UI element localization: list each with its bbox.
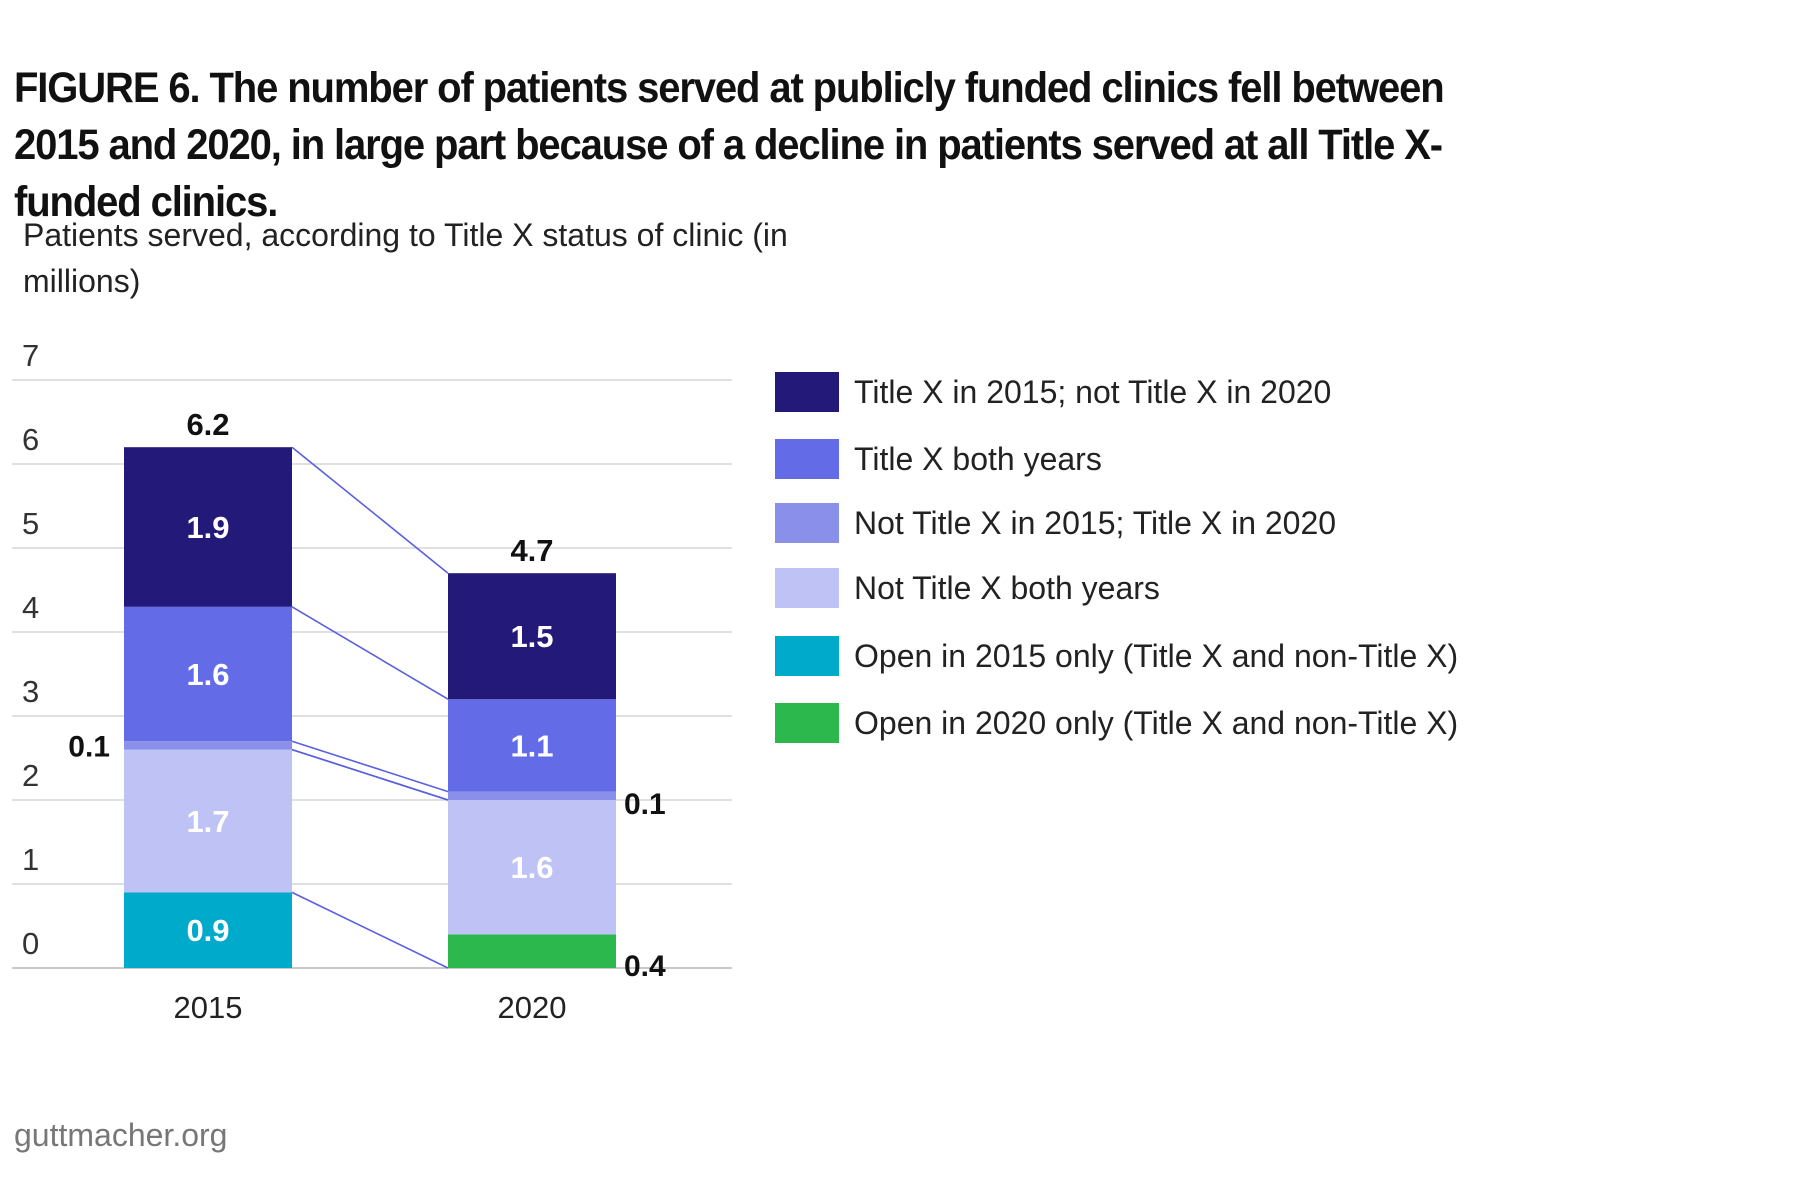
y-tick-label: 1 (22, 842, 39, 877)
legend-label: Open in 2020 only (Title X and non-Title… (854, 705, 1459, 741)
legend-swatch (775, 439, 839, 479)
x-tick-label: 2015 (174, 990, 243, 1025)
legend-item: Open in 2020 only (Title X and non-Title… (775, 701, 1675, 745)
data-label: 1.1 (510, 728, 553, 763)
bar-segment (448, 573, 616, 700)
y-tick-label: 3 (22, 674, 39, 709)
bar-segment (448, 934, 616, 968)
data-label: 1.9 (186, 510, 229, 545)
x-tick-label: 2020 (498, 990, 567, 1025)
data-label: 1.6 (510, 850, 553, 885)
legend-item: Not Title X both years (775, 566, 1675, 610)
connector-line (291, 446, 449, 574)
data-label: 1.7 (186, 804, 229, 839)
data-label: 0.1 (68, 730, 110, 763)
bar-segment (124, 892, 292, 968)
y-tick-label: 7 (22, 338, 39, 373)
bar-segment (124, 749, 292, 893)
legend-swatch (775, 568, 839, 608)
bar-total-label: 4.7 (510, 533, 553, 568)
bar-segment (448, 791, 616, 800)
y-tick-label: 4 (22, 590, 39, 625)
connector-line (291, 606, 449, 700)
y-tick-label: 2 (22, 758, 39, 793)
source-credit: guttmacher.org (14, 1117, 228, 1153)
connector-line (291, 891, 449, 969)
legend-swatch (775, 372, 839, 412)
data-label: 0.4 (624, 950, 666, 983)
legend-swatch (775, 703, 839, 743)
y-tick-label: 5 (22, 506, 39, 541)
chart-subtitle: Patients served, according to Title X st… (23, 217, 788, 299)
data-label: 0.9 (186, 913, 229, 948)
data-label: 0.1 (624, 788, 666, 821)
bar-segment (448, 699, 616, 792)
legend-item: Not Title X in 2015; Title X in 2020 (775, 501, 1675, 545)
legend-label: Open in 2015 only (Title X and non-Title… (854, 638, 1459, 674)
legend-item: Open in 2015 only (Title X and non-Title… (775, 634, 1675, 678)
legend-item: Title X in 2015; not Title X in 2020 (775, 370, 1675, 414)
legend-swatch (775, 503, 839, 543)
connector-line (291, 748, 449, 801)
y-tick-label: 0 (22, 926, 39, 961)
data-label: 1.6 (186, 657, 229, 692)
y-tick-label: 6 (22, 422, 39, 457)
connector-line (291, 740, 449, 793)
bar-segment (448, 800, 616, 935)
legend-label: Not Title X in 2015; Title X in 2020 (854, 505, 1337, 541)
legend-swatch (775, 636, 839, 676)
legend-label: Not Title X both years (854, 570, 1160, 606)
bar-segment (124, 447, 292, 607)
chart-title: FIGURE 6. The number of patients served … (14, 64, 1445, 226)
legend-item: Title X both years (775, 437, 1675, 481)
data-label: 1.5 (510, 619, 553, 654)
bar-segment (124, 741, 292, 750)
legend-label: Title X both years (854, 441, 1102, 477)
legend-label: Title X in 2015; not Title X in 2020 (854, 374, 1332, 410)
bar-total-label: 6.2 (186, 407, 229, 442)
bar-segment (124, 606, 292, 742)
